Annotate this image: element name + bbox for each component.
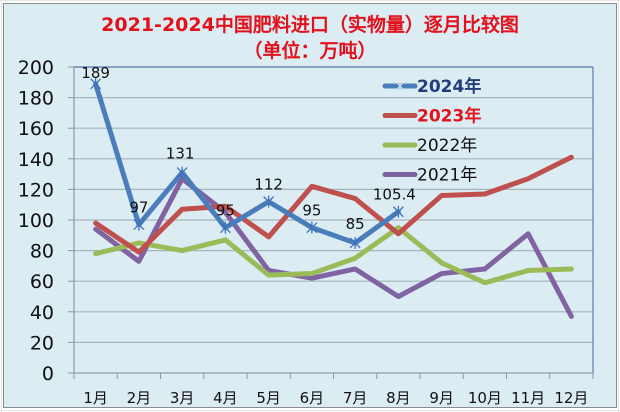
x-tick-label: 2月: [127, 389, 152, 407]
y-tick-label: 200: [18, 57, 54, 79]
chart-title-subtitle: （单位：万吨）: [243, 40, 377, 62]
series-line-2024年[interactable]: [93, 81, 401, 246]
asterisk-marker-icon: [395, 81, 405, 91]
legend-item-2024年[interactable]: 2024年: [382, 76, 481, 97]
data-label: 112: [254, 176, 283, 194]
series-line-2023年[interactable]: [93, 154, 574, 255]
legend-label: 2021年: [417, 166, 477, 186]
y-tick-label: 180: [18, 88, 54, 110]
legend-label: 2024年: [417, 76, 481, 97]
legend[interactable]: 2024年 2023年 2022年 2021年: [382, 76, 481, 186]
x-axis-ticks: 1月 2月 3月 4月 5月 6月 7月 8月 9月 10月 11月 12月: [83, 389, 588, 407]
y-tick-label: 60: [30, 271, 54, 293]
gridlines: [74, 66, 593, 343]
legend-item-2022年[interactable]: 2022年: [382, 136, 477, 156]
data-label: 95: [302, 202, 321, 220]
x-tick-label: 5月: [256, 389, 281, 407]
y-tick-label: 0: [42, 363, 54, 385]
asterisk-marker-icon: [176, 166, 188, 179]
chart-title: 2021-2024中国肥料进口（实物量）逐月比较图 （单位：万吨）: [0, 12, 620, 64]
data-label: 105.4: [373, 186, 416, 204]
x-tick-label: 6月: [300, 389, 325, 407]
x-tick-label: 11月: [511, 389, 545, 407]
y-tick-label: 120: [18, 179, 54, 201]
x-tick-label: 3月: [170, 389, 195, 407]
y-tick-label: 160: [18, 118, 54, 140]
data-label: 189: [81, 64, 110, 82]
asterisk-marker-icon: [133, 218, 145, 231]
y-tick-label: 100: [18, 210, 54, 232]
y-tick-label: 140: [18, 149, 54, 171]
chart-area[interactable]: [3, 3, 617, 408]
series-lines: [90, 77, 574, 319]
data-label: 97: [129, 199, 148, 217]
x-tick-label: 4月: [213, 389, 238, 407]
x-tick-label: 8月: [386, 389, 411, 407]
legend-item-2023年[interactable]: 2023年: [382, 106, 481, 127]
data-label: 95: [216, 202, 235, 220]
asterisk-marker-icon: [219, 221, 231, 234]
series-line-2021年[interactable]: [93, 176, 574, 319]
x-tick-label: 12月: [554, 389, 588, 407]
y-axis-ticks: 0 20 40 60 80 100 120 140 160 180 200: [18, 57, 54, 385]
x-tick-label: 7月: [343, 389, 368, 407]
asterisk-marker-icon: [349, 236, 361, 249]
asterisk-marker-icon: [306, 221, 318, 234]
chart-title-main: 2021-2024中国肥料进口（实物量）逐月比较图: [101, 14, 519, 36]
legend-item-2021年[interactable]: 2021年: [382, 166, 477, 186]
series-line-2022年[interactable]: [93, 225, 574, 286]
x-tick-label: 9月: [429, 389, 454, 407]
asterisk-marker-icon: [263, 195, 275, 208]
legend-label: 2023年: [417, 106, 481, 127]
asterisk-marker-icon: [392, 205, 404, 218]
asterisk-marker-icon: [90, 77, 102, 90]
data-labels: 189 97 131 95 112 95 85 105.4: [81, 64, 416, 233]
x-tick-label: 1月: [83, 389, 108, 407]
y-tick-label: 80: [30, 241, 54, 263]
y-tick-label: 40: [30, 302, 54, 324]
data-label: 131: [166, 145, 195, 163]
axes: [68, 66, 594, 379]
x-tick-label: 10月: [468, 389, 502, 407]
data-label: 85: [346, 215, 365, 233]
legend-label: 2022年: [417, 136, 477, 156]
y-tick-label: 20: [30, 332, 54, 354]
